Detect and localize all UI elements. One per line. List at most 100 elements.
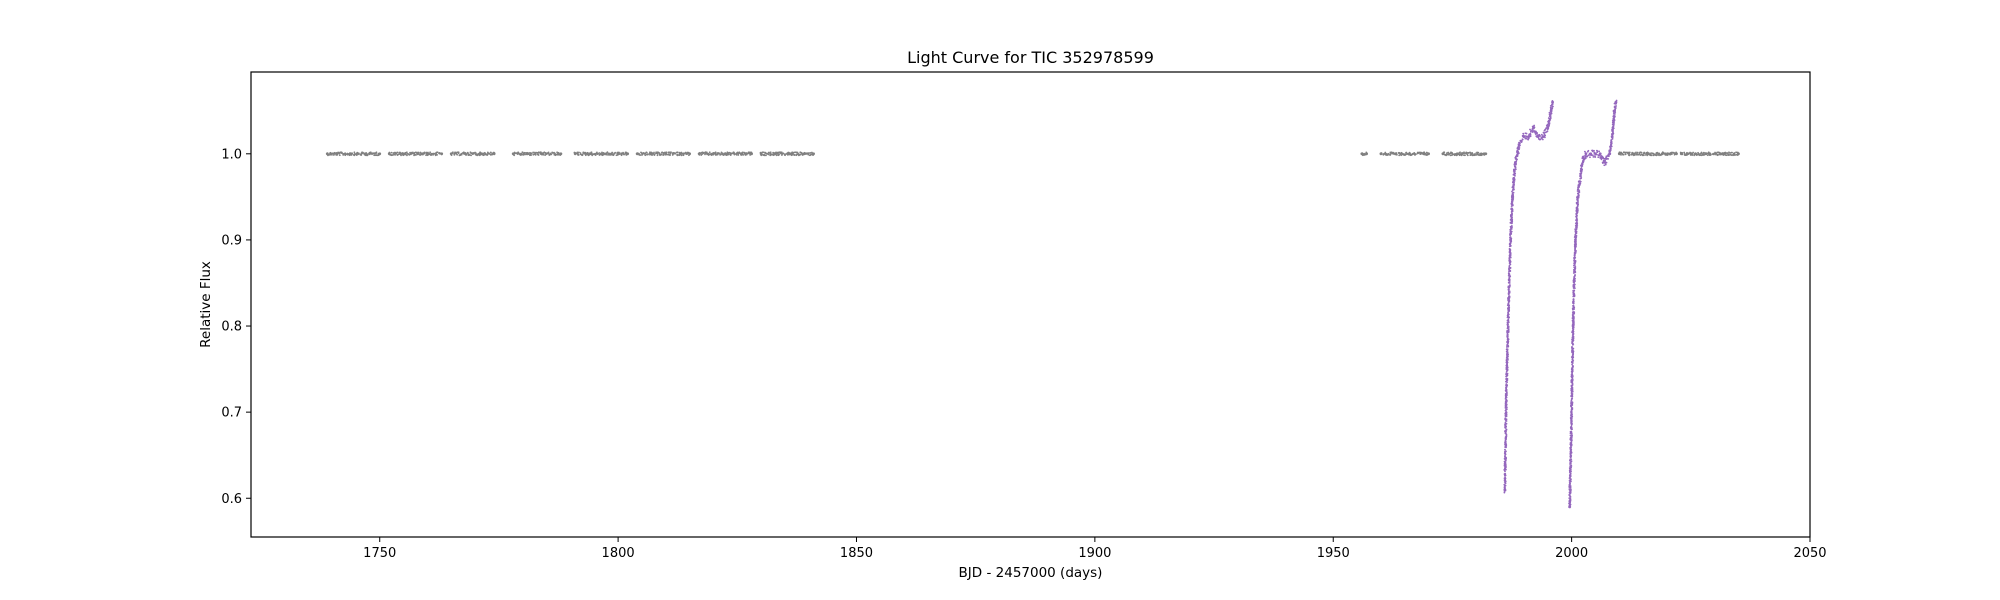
data-point	[660, 153, 663, 156]
data-point	[1574, 246, 1576, 249]
data-point	[1549, 117, 1552, 120]
data-point	[1506, 334, 1509, 337]
data-point	[1686, 153, 1689, 156]
data-point	[1506, 365, 1509, 368]
data-point	[1540, 137, 1543, 140]
data-point	[1573, 256, 1576, 259]
data-point	[1568, 502, 1571, 505]
data-point	[653, 151, 655, 154]
plot-frame	[250, 71, 1811, 538]
data-point	[1504, 472, 1507, 475]
data-point	[698, 153, 701, 156]
data-point	[1721, 152, 1724, 154]
data-point	[581, 153, 584, 156]
data-point	[1504, 445, 1507, 448]
data-point	[639, 154, 642, 156]
data-point	[1615, 102, 1618, 105]
data-point	[1574, 259, 1577, 262]
data-point	[1515, 160, 1518, 163]
data-point	[539, 151, 542, 154]
data-point	[1504, 432, 1507, 435]
data-point	[1569, 478, 1572, 480]
data-point	[1718, 153, 1720, 156]
data-point	[1418, 151, 1421, 154]
data-point	[1683, 154, 1686, 156]
data-point	[1508, 258, 1511, 261]
data-point	[1572, 298, 1575, 301]
data-point	[674, 152, 677, 155]
data-point	[363, 152, 366, 155]
data-point	[727, 153, 730, 156]
data-point	[1548, 111, 1551, 114]
data-point	[1570, 460, 1573, 462]
data-point	[1511, 216, 1513, 218]
data-point	[662, 153, 665, 155]
x-tick-label: 1800	[602, 546, 635, 561]
data-point	[1504, 412, 1507, 414]
data-point	[1384, 152, 1387, 155]
data-point	[1580, 176, 1583, 179]
data-point	[588, 153, 591, 156]
data-point	[1576, 188, 1579, 191]
data-point	[1612, 124, 1615, 127]
data-point	[362, 151, 364, 154]
data-point	[1522, 132, 1525, 135]
data-point	[1628, 154, 1631, 157]
data-point	[1612, 120, 1615, 123]
data-point	[1396, 153, 1398, 156]
data-point	[789, 153, 791, 156]
data-point	[557, 151, 560, 154]
data-point	[1447, 151, 1450, 154]
data-point	[586, 151, 589, 154]
data-point	[542, 153, 545, 156]
data-point	[1508, 288, 1510, 290]
data-point	[1572, 353, 1574, 356]
data-point	[1508, 295, 1510, 297]
data-point	[1549, 114, 1552, 116]
data-point	[559, 154, 562, 157]
data-point	[1572, 301, 1574, 304]
x-tick-label: 2000	[1555, 546, 1588, 561]
data-point	[1513, 171, 1516, 174]
data-point	[1513, 181, 1515, 184]
data-point	[1580, 170, 1583, 173]
data-point	[336, 154, 339, 156]
data-point	[605, 153, 608, 156]
data-point	[1516, 158, 1518, 161]
data-point	[1508, 249, 1511, 252]
data-point	[1570, 415, 1573, 417]
data-point	[405, 151, 408, 154]
data-point	[1511, 200, 1514, 202]
data-point	[1504, 474, 1507, 477]
data-point	[648, 152, 651, 155]
data-point	[410, 151, 413, 154]
data-point	[1471, 151, 1474, 154]
data-point	[452, 151, 454, 154]
data-point	[1505, 408, 1508, 411]
data-point	[418, 153, 421, 156]
data-point	[1636, 151, 1639, 154]
data-point	[1603, 164, 1606, 167]
data-point	[1569, 458, 1572, 461]
data-point	[1508, 248, 1511, 250]
data-point	[1578, 180, 1580, 183]
data-point	[1581, 163, 1584, 165]
data-point	[1545, 130, 1548, 133]
data-point	[1571, 413, 1573, 416]
data-point	[1574, 266, 1577, 268]
data-point	[1508, 284, 1511, 286]
data-point	[1509, 270, 1512, 273]
data-point	[1509, 241, 1512, 244]
data-point	[1507, 278, 1510, 281]
data-point	[1512, 185, 1515, 188]
data-point	[712, 152, 715, 154]
data-point	[1504, 455, 1506, 458]
data-point	[1702, 153, 1705, 155]
x-tick-label: 1900	[1078, 546, 1111, 561]
data-point	[1421, 152, 1423, 154]
data-point	[1505, 436, 1507, 439]
data-point	[1707, 151, 1710, 154]
data-point	[1569, 455, 1572, 457]
data-point	[1568, 479, 1571, 482]
data-point	[1600, 155, 1603, 157]
